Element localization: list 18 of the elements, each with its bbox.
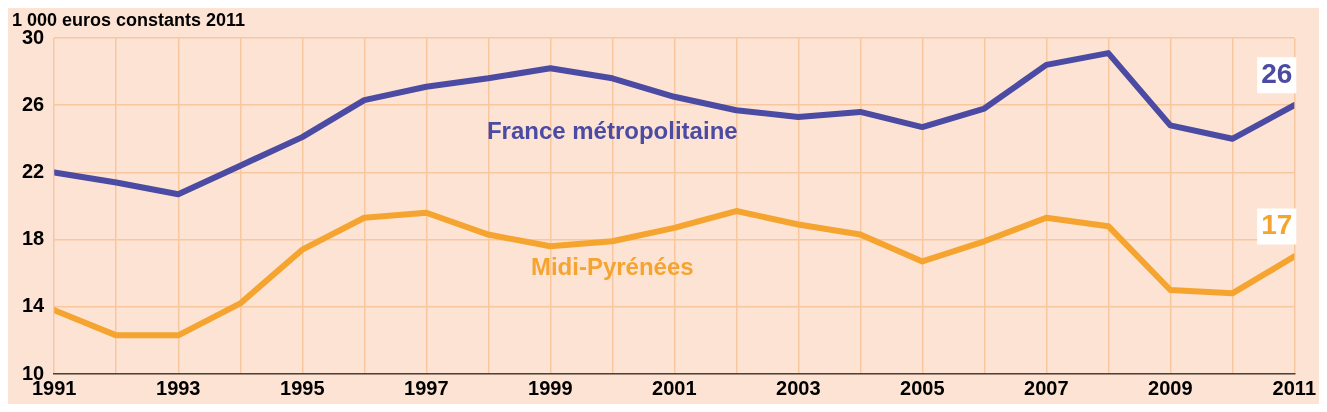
x-tick-label: 2001 bbox=[652, 376, 697, 399]
series-label: Midi-Pyrénées bbox=[530, 252, 694, 280]
x-tick-label: 1995 bbox=[280, 376, 325, 399]
data-label: 17 bbox=[1261, 209, 1293, 241]
y-tick-label: 22 bbox=[22, 159, 45, 182]
y-tick-label: 14 bbox=[22, 294, 46, 317]
x-tick-label: 2009 bbox=[1148, 376, 1193, 399]
x-tick-label: 1999 bbox=[528, 376, 573, 399]
x-tick-label: 1993 bbox=[156, 376, 201, 399]
y-tick-label: 26 bbox=[22, 92, 45, 115]
x-tick-label: 2011 bbox=[1272, 376, 1316, 399]
x-tick-label: 2003 bbox=[776, 376, 821, 399]
series-label: France métropolitaine bbox=[486, 116, 738, 144]
x-tick-label: 2007 bbox=[1024, 376, 1069, 399]
x-tick-label: 1997 bbox=[404, 376, 449, 399]
data-label: 26 bbox=[1261, 57, 1293, 89]
x-tick-label: 2005 bbox=[900, 376, 945, 399]
y-tick-label: 18 bbox=[22, 227, 45, 250]
